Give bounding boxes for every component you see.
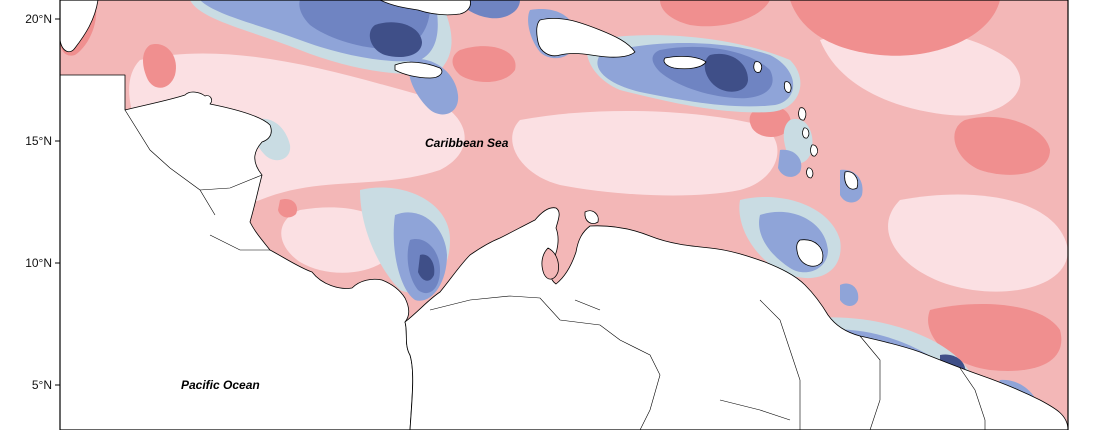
lat-tick-label: 15°N	[25, 134, 52, 148]
land-island	[798, 107, 807, 121]
land-trinidad	[796, 239, 824, 267]
border-line	[759, 299, 801, 430]
anomaly-weak-positive-area	[512, 110, 778, 196]
land-island	[810, 144, 818, 157]
land-central-america	[59, 0, 99, 53]
anomaly-strong-positive-area	[928, 304, 1062, 371]
lat-tick-label: 20°N	[25, 12, 52, 26]
land-jamaica	[394, 61, 443, 79]
land-hispaniola	[536, 17, 636, 58]
latitude-axis: 20°N 15°N 10°N 5°N	[25, 12, 60, 392]
border-line	[959, 367, 986, 430]
border-line	[199, 174, 263, 191]
border-line	[574, 299, 601, 311]
land-island	[802, 127, 810, 139]
anomaly-strong-negative-area	[369, 22, 422, 58]
anomaly-strong-negative-area	[418, 254, 435, 281]
lat-tick-label: 5°N	[32, 378, 52, 392]
land	[59, 0, 1069, 430]
anomaly-strong-positive-area	[790, 0, 1000, 56]
border-line	[124, 109, 216, 216]
anomaly-strong-negative-area	[704, 53, 748, 92]
lake-maracaibo	[541, 247, 559, 280]
anomaly-weak-negative-area	[840, 283, 859, 306]
land-island	[783, 81, 792, 93]
anomaly-negative-area	[460, 0, 520, 19]
map-frame	[59, 0, 1069, 430]
lat-tick-label: 10°N	[25, 256, 52, 270]
land-south-america	[404, 207, 1069, 430]
land-island	[844, 171, 859, 190]
border-line	[429, 295, 661, 430]
anomaly-strong-positive-area	[143, 44, 176, 88]
anomaly-strong-positive-area	[278, 199, 298, 218]
anomaly-strong-positive-area	[660, 0, 770, 27]
border-line	[859, 335, 881, 430]
anomaly-strong-positive-area	[749, 106, 791, 137]
border-line	[209, 234, 270, 251]
land-island	[753, 61, 763, 73]
land-island	[584, 210, 599, 224]
pacific-ocean-label: Pacific Ocean	[181, 378, 260, 392]
land-island	[806, 167, 814, 179]
land-puerto-rico	[663, 55, 707, 70]
land-central-america	[59, 74, 414, 430]
caribbean-sea-label: Caribbean Sea	[425, 136, 509, 150]
country-borders	[124, 109, 986, 430]
anomaly-strong-positive-area	[954, 116, 1050, 175]
border-line	[719, 399, 791, 421]
land-cuba	[379, 0, 471, 16]
anomaly-strong-positive-area	[452, 46, 516, 82]
anomaly-weak-positive-area	[888, 194, 1068, 292]
anomaly-weak-negative-area	[778, 149, 802, 177]
